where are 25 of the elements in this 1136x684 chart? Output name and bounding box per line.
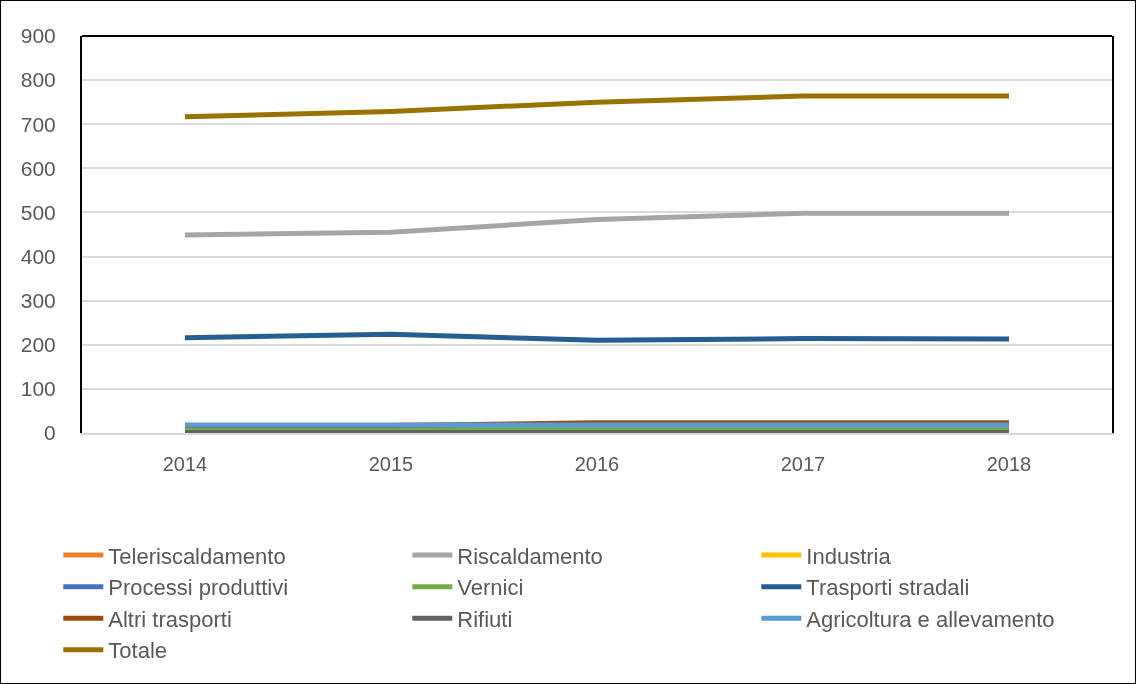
y-tick-label: 400 (20, 244, 56, 268)
x-tick-label: 2016 (574, 453, 620, 475)
legend-label: Industria (806, 543, 892, 569)
legend-label: Teleriscaldamento (108, 543, 286, 569)
legend-label: Totale (108, 638, 168, 664)
y-tick-label: 900 (20, 24, 56, 48)
y-tick-label: 800 (20, 68, 56, 92)
y-tick-label: 300 (20, 289, 56, 313)
y-tick-label: 700 (20, 112, 56, 136)
x-tick-label: 2018 (986, 453, 1032, 475)
legend-label: Vernici (457, 575, 524, 601)
legend-label: Agricoltura e allevamento (806, 606, 1055, 632)
x-tick-label: 2017 (780, 453, 826, 475)
legend-label: Processi produttivi (108, 575, 289, 601)
x-tick-label: 2014 (162, 453, 208, 475)
y-tick-label: 0 (44, 421, 56, 445)
y-tick-label: 500 (20, 200, 56, 224)
legend-label: Riscaldamento (457, 543, 603, 569)
legend-label: Trasporti stradali (806, 575, 970, 601)
x-tick-label: 2015 (368, 453, 414, 475)
y-tick-label: 100 (20, 377, 56, 401)
legend-label: Altri trasporti (108, 606, 232, 632)
y-tick-label: 200 (20, 333, 56, 357)
legend-label: Rifiuti (457, 606, 513, 632)
y-tick-label: 600 (20, 156, 56, 180)
